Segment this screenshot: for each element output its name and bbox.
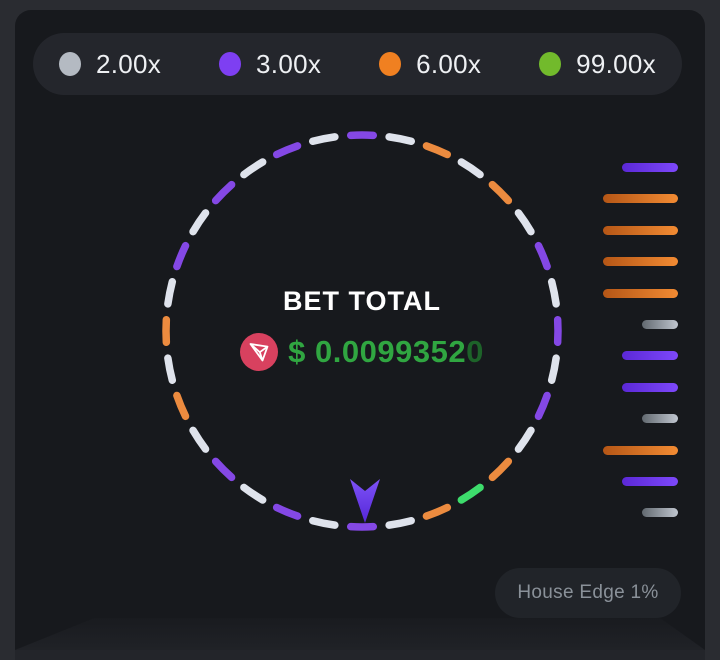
wheel-segment-green (457, 483, 484, 504)
wheel-segment-orange (422, 142, 452, 159)
wheel-pointer-icon (350, 479, 380, 523)
wheel-segment-purple (272, 142, 302, 159)
bet-total-label: BET TOTAL (283, 286, 441, 316)
bet-amount-faded-digit: 0 (466, 334, 484, 369)
history-bar-orange (603, 194, 678, 203)
wheel-segment-gray (189, 209, 210, 236)
wheel-segment-purple (272, 503, 302, 520)
bet-amount-value: $ 0.00993520 (288, 334, 484, 370)
wheel-segment-gray (240, 158, 267, 179)
wheel-segment-gray (514, 426, 535, 453)
history-bar-gray (642, 320, 678, 329)
multiplier-99x-dot-icon (539, 52, 562, 76)
wheel-segment-gray (309, 516, 339, 529)
wheel-segment-orange (422, 503, 452, 520)
wheel-segment-gray (385, 133, 415, 146)
wheel-segment-purple (534, 241, 551, 271)
wheel-segment-gray (240, 483, 267, 504)
wheel-segment-purple (534, 391, 551, 421)
history-bar-orange (603, 257, 678, 266)
history-bar-gray (642, 508, 678, 517)
legend-label-3x: 3.00x (256, 48, 322, 79)
bet-amount-row: $ 0.00993520 (240, 333, 484, 371)
wheel-segment-purple (173, 241, 190, 271)
tron-coin-icon (240, 333, 279, 371)
wheel-segment-purple (211, 457, 236, 482)
history-bar-gray (642, 414, 678, 423)
history-bar-orange (603, 226, 678, 235)
wheel-segment-purple (211, 180, 236, 205)
wheel-segment-gray (189, 426, 210, 453)
history-bar-purple (622, 477, 678, 486)
multiplier-6x-dot-icon (379, 52, 402, 76)
multiplier-legend: 2.00x 3.00x 6.00x 99.00x (33, 33, 682, 95)
bet-amount-main: $ 0.0099352 (288, 334, 467, 369)
wheel-segment-gray (164, 354, 177, 384)
house-edge-label: House Edge 1% (517, 582, 659, 603)
legend-item-6x: 6.00x (379, 49, 481, 80)
bet-total-block: BET TOTAL $ 0.00993520 (112, 286, 612, 371)
history-bar-purple (622, 163, 678, 172)
wheel-segment-gray (385, 516, 415, 529)
wheel-segment-gray (547, 354, 560, 384)
wheel-segment-gray (547, 278, 560, 308)
legend-label-6x: 6.00x (416, 48, 482, 79)
legend-label-2x: 2.00x (96, 48, 162, 79)
legend-item-2x: 2.00x (59, 49, 161, 80)
game-panel: 2.00x 3.00x 6.00x 99.00x BET TOTAL (15, 10, 705, 660)
legend-item-3x: 3.00x (219, 49, 321, 80)
wheel-base-front (15, 650, 705, 660)
house-edge-badge[interactable]: House Edge 1% (495, 568, 681, 618)
history-bar-orange (603, 289, 678, 298)
history-bar-orange (603, 446, 678, 455)
history-bar-purple (622, 351, 678, 360)
wheel-segment-gray (309, 133, 339, 146)
multiplier-2x-dot-icon (59, 52, 81, 76)
wheel-segment-orange (488, 180, 513, 205)
wheel-segment-orange (488, 457, 513, 482)
wheel-segment-gray (164, 278, 177, 308)
wheel-segment-gray (514, 209, 535, 236)
wheel-segment-orange (173, 391, 190, 421)
wheel (162, 131, 562, 531)
legend-item-99x: 99.00x (539, 49, 656, 80)
wheel-segment-gray (457, 158, 484, 179)
wheel-base-floor (15, 618, 705, 650)
history-bar-purple (622, 383, 678, 392)
multiplier-3x-dot-icon (219, 52, 242, 76)
legend-label-99x: 99.00x (576, 48, 656, 79)
